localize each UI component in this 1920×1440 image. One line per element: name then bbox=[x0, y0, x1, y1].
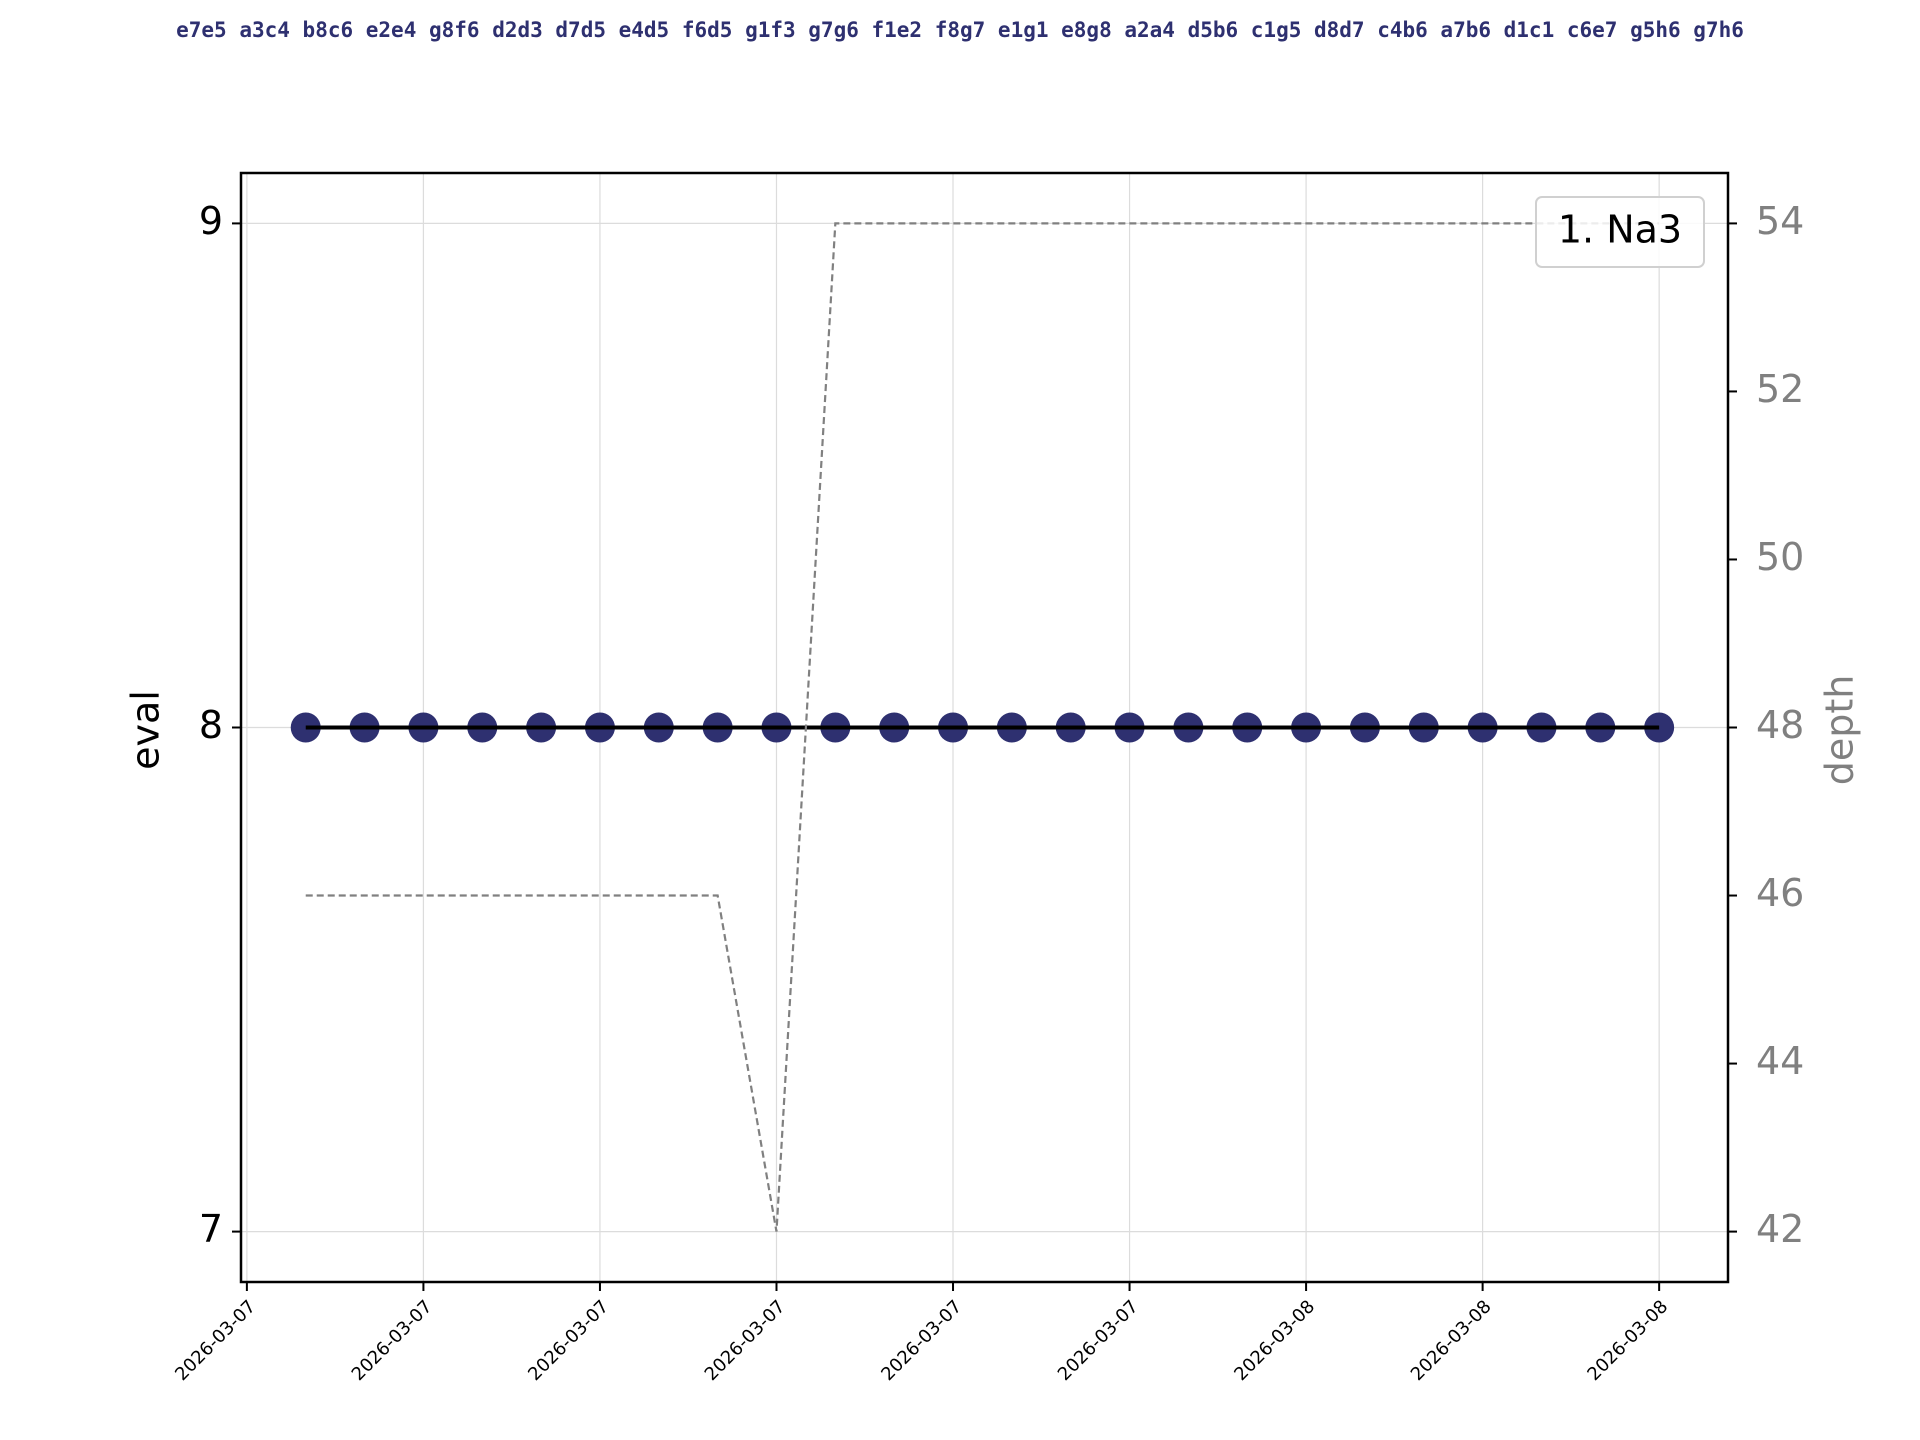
x-tick-label: 2026-03-07 bbox=[701, 1296, 790, 1385]
chart-title: e7e5 a3c4 b8c6 e2e4 g8f6 d2d3 d7d5 e4d5 … bbox=[176, 18, 1744, 42]
legend-box bbox=[1535, 196, 1705, 268]
x-tick-label: 2026-03-07 bbox=[524, 1296, 613, 1385]
y2-tick-label: 42 bbox=[1756, 1207, 1804, 1251]
y2-axis-label: depth bbox=[1818, 675, 1862, 786]
y-axis-label: eval bbox=[124, 690, 168, 770]
y2-tick-label: 44 bbox=[1756, 1039, 1804, 1083]
y2-tick-label: 54 bbox=[1756, 199, 1804, 243]
y2-tick-label: 52 bbox=[1756, 367, 1804, 411]
legend-label: 1. Na3 bbox=[1558, 208, 1682, 252]
x-tick-label: 2026-03-07 bbox=[348, 1296, 437, 1385]
x-tick-label: 2026-03-08 bbox=[1230, 1296, 1319, 1385]
plot-frame bbox=[239, 171, 1730, 1284]
x-tick-label: 2026-03-07 bbox=[877, 1296, 966, 1385]
y2-tick-label: 48 bbox=[1756, 703, 1804, 747]
x-tick-label: 2026-03-08 bbox=[1407, 1296, 1496, 1385]
y-tick-label: 9 bbox=[199, 199, 223, 243]
y-tick-label: 8 bbox=[199, 703, 223, 747]
y-tick-label: 7 bbox=[199, 1207, 223, 1251]
depth-line bbox=[305, 222, 1660, 1232]
y2-tick-label: 50 bbox=[1756, 535, 1804, 579]
x-tick-label: 2026-03-07 bbox=[1054, 1296, 1143, 1385]
x-tick-label: 2026-03-08 bbox=[1583, 1296, 1672, 1385]
y2-tick-label: 46 bbox=[1756, 871, 1804, 915]
x-tick-label: 2026-03-07 bbox=[171, 1296, 260, 1385]
